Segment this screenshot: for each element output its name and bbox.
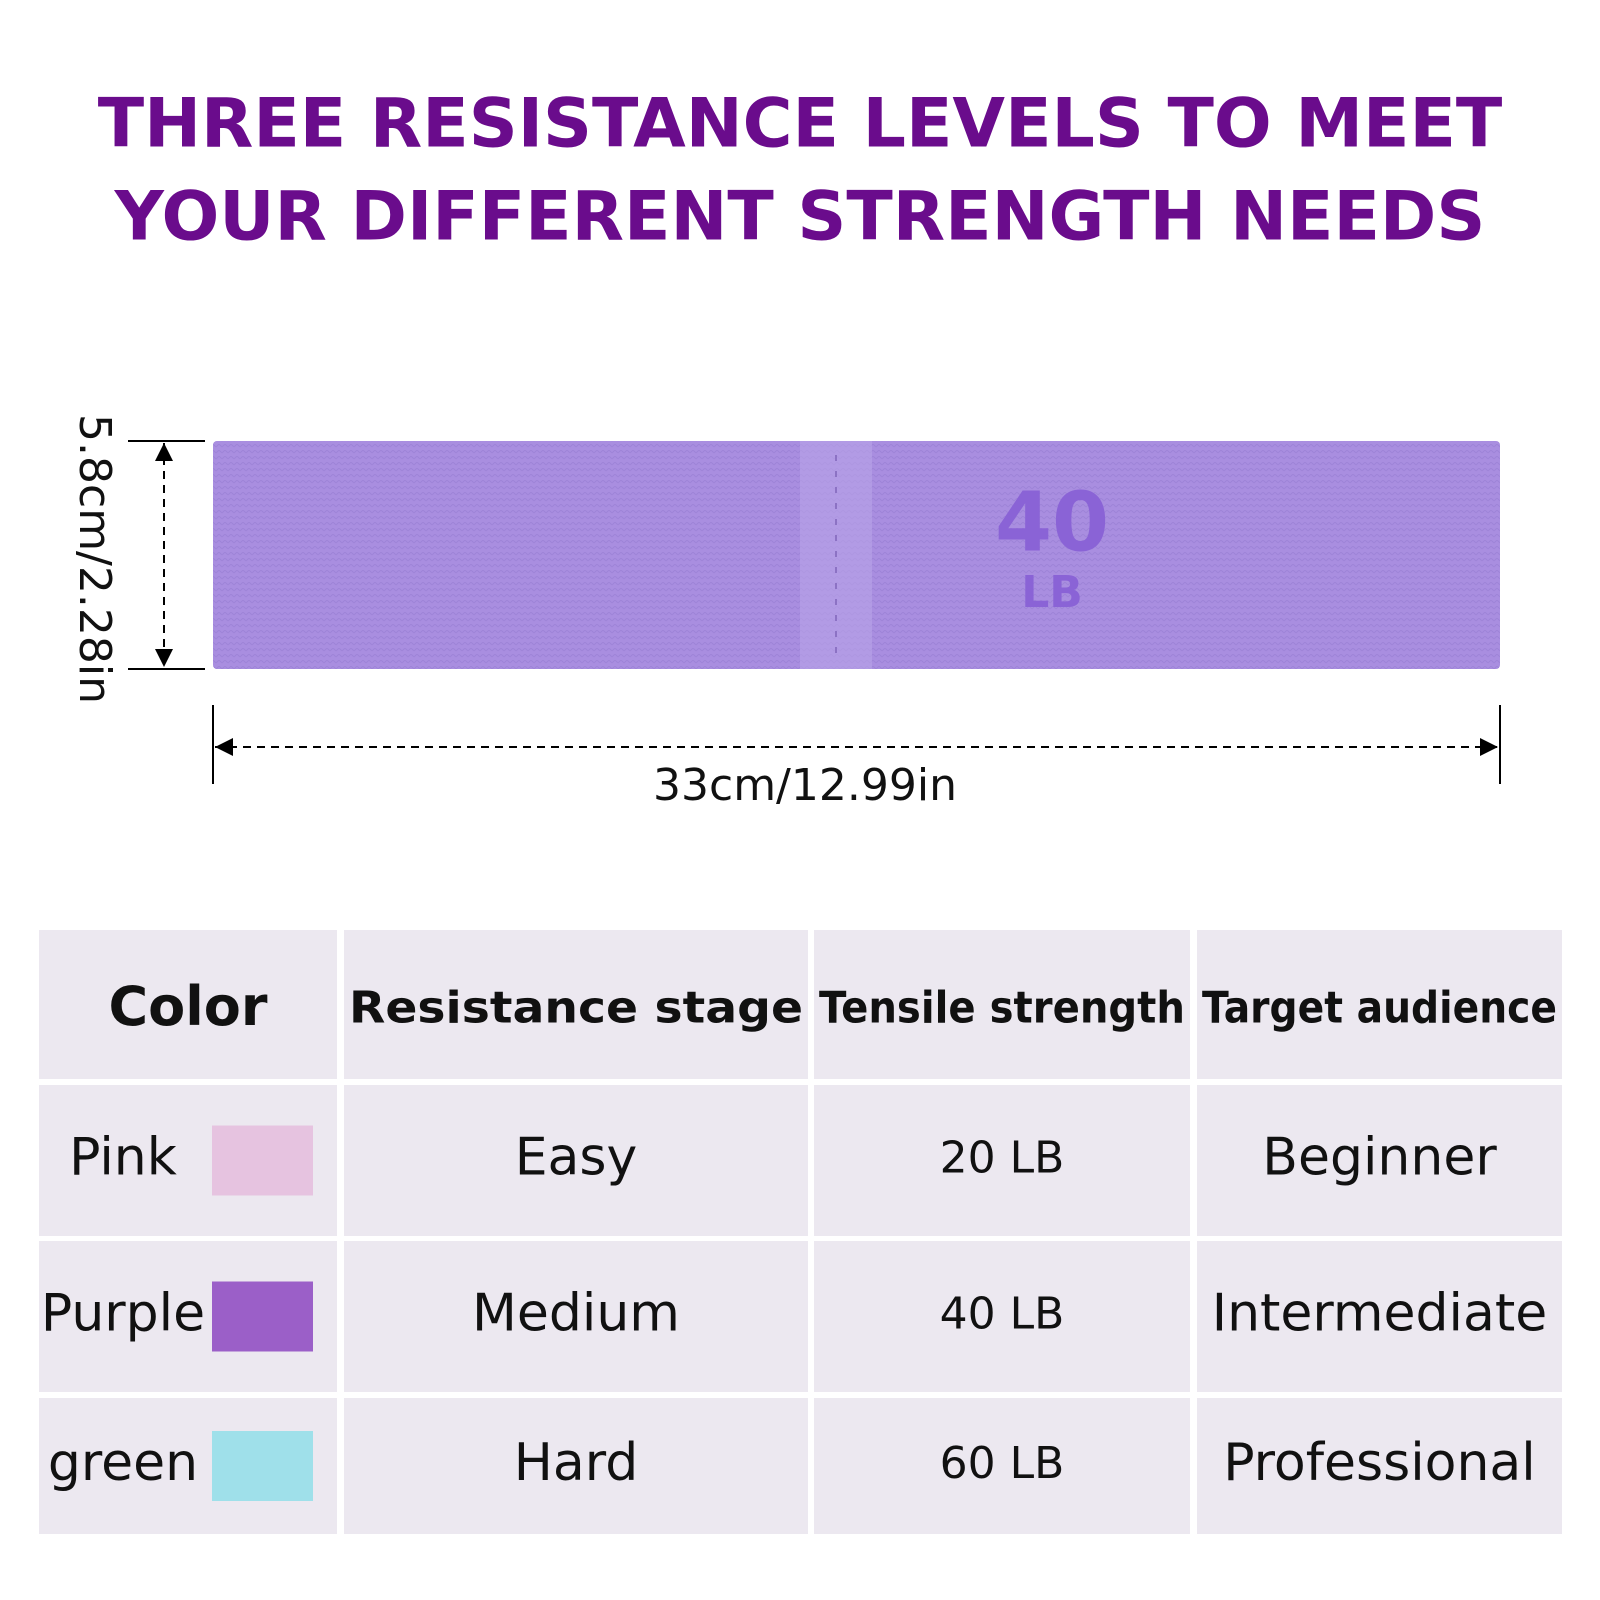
- header-text: Target audience: [1202, 983, 1557, 1034]
- color-swatch: [212, 1125, 313, 1196]
- table-cell: [344, 1241, 808, 1392]
- cell-text: Pink: [69, 1128, 177, 1188]
- table-cell: [1197, 1085, 1562, 1236]
- cell-text: Beginner: [1262, 1128, 1497, 1188]
- header-cell: [814, 930, 1190, 1079]
- table-cell: [814, 1085, 1190, 1236]
- table-cell: [814, 1241, 1190, 1392]
- title-line: YOUR DIFFERENT STRENGTH NEEDS: [114, 178, 1486, 257]
- color-swatch: [212, 1281, 313, 1352]
- height-label: 5.8cm/2.28in: [69, 414, 120, 704]
- width-label: 33cm/12.99in: [653, 760, 957, 811]
- width-dimension: 33cm/12.99in: [212, 705, 1501, 811]
- table-cell: [814, 1398, 1190, 1534]
- spec-table: Color Resistance stage Tensile strength Tar…: [39, 930, 1562, 1534]
- table-cell: [1197, 1398, 1562, 1534]
- header-cell: [344, 930, 808, 1079]
- cell-text: green: [48, 1433, 198, 1493]
- cell-text: 60 LB: [940, 1438, 1065, 1489]
- band: 40 LB: [213, 441, 1500, 669]
- cell-text: 40 LB: [940, 1289, 1065, 1340]
- header-text: Tensile strength: [819, 983, 1185, 1034]
- header-cell: [1197, 930, 1562, 1079]
- cell-text: 20 LB: [940, 1133, 1065, 1184]
- table-cell: [1197, 1241, 1562, 1392]
- color-swatch: [212, 1431, 313, 1501]
- header-cell: [39, 930, 337, 1079]
- cell-text: Hard: [514, 1433, 638, 1493]
- band-label-number: 40: [995, 475, 1109, 570]
- cell-text: Intermediate: [1212, 1284, 1548, 1344]
- header-text: Resistance stage: [349, 983, 803, 1034]
- cell-text: Medium: [472, 1284, 680, 1344]
- cell-text: Purple: [41, 1284, 205, 1344]
- table-cell: [344, 1085, 808, 1236]
- table-cell: [344, 1398, 808, 1534]
- header-text: Color: [109, 975, 268, 1038]
- cell-text: Easy: [515, 1128, 638, 1188]
- band-label-unit: LB: [1021, 567, 1083, 618]
- height-dimension: 5.8cm/2.28in: [69, 414, 205, 704]
- title-line: THREE RESISTANCE LEVELS TO MEET: [98, 85, 1503, 164]
- cell-text: Professional: [1223, 1433, 1536, 1493]
